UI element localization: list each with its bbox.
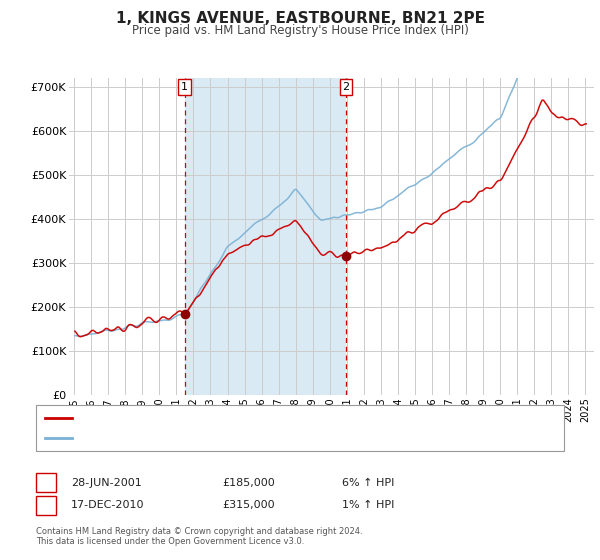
Text: 28-JUN-2001: 28-JUN-2001 bbox=[71, 478, 142, 488]
Text: £315,000: £315,000 bbox=[222, 500, 275, 510]
Bar bbox=[185, 78, 346, 395]
Text: HPI: Average price, detached house, Eastbourne: HPI: Average price, detached house, East… bbox=[78, 433, 330, 443]
Text: Price paid vs. HM Land Registry's House Price Index (HPI): Price paid vs. HM Land Registry's House … bbox=[131, 24, 469, 36]
Text: 2: 2 bbox=[43, 500, 49, 510]
Text: 1, KINGS AVENUE, EASTBOURNE, BN21 2PE: 1, KINGS AVENUE, EASTBOURNE, BN21 2PE bbox=[115, 11, 485, 26]
Text: 6% ↑ HPI: 6% ↑ HPI bbox=[342, 478, 394, 488]
Text: 2: 2 bbox=[343, 82, 350, 92]
Text: 1: 1 bbox=[43, 478, 49, 488]
Text: 1, KINGS AVENUE, EASTBOURNE, BN21 2PE (detached house): 1, KINGS AVENUE, EASTBOURNE, BN21 2PE (d… bbox=[78, 413, 398, 423]
Text: 17-DEC-2010: 17-DEC-2010 bbox=[71, 500, 145, 510]
Text: 1: 1 bbox=[181, 82, 188, 92]
Text: This data is licensed under the Open Government Licence v3.0.: This data is licensed under the Open Gov… bbox=[36, 537, 304, 546]
Text: Contains HM Land Registry data © Crown copyright and database right 2024.: Contains HM Land Registry data © Crown c… bbox=[36, 528, 362, 536]
Text: £185,000: £185,000 bbox=[222, 478, 275, 488]
Text: 1% ↑ HPI: 1% ↑ HPI bbox=[342, 500, 394, 510]
